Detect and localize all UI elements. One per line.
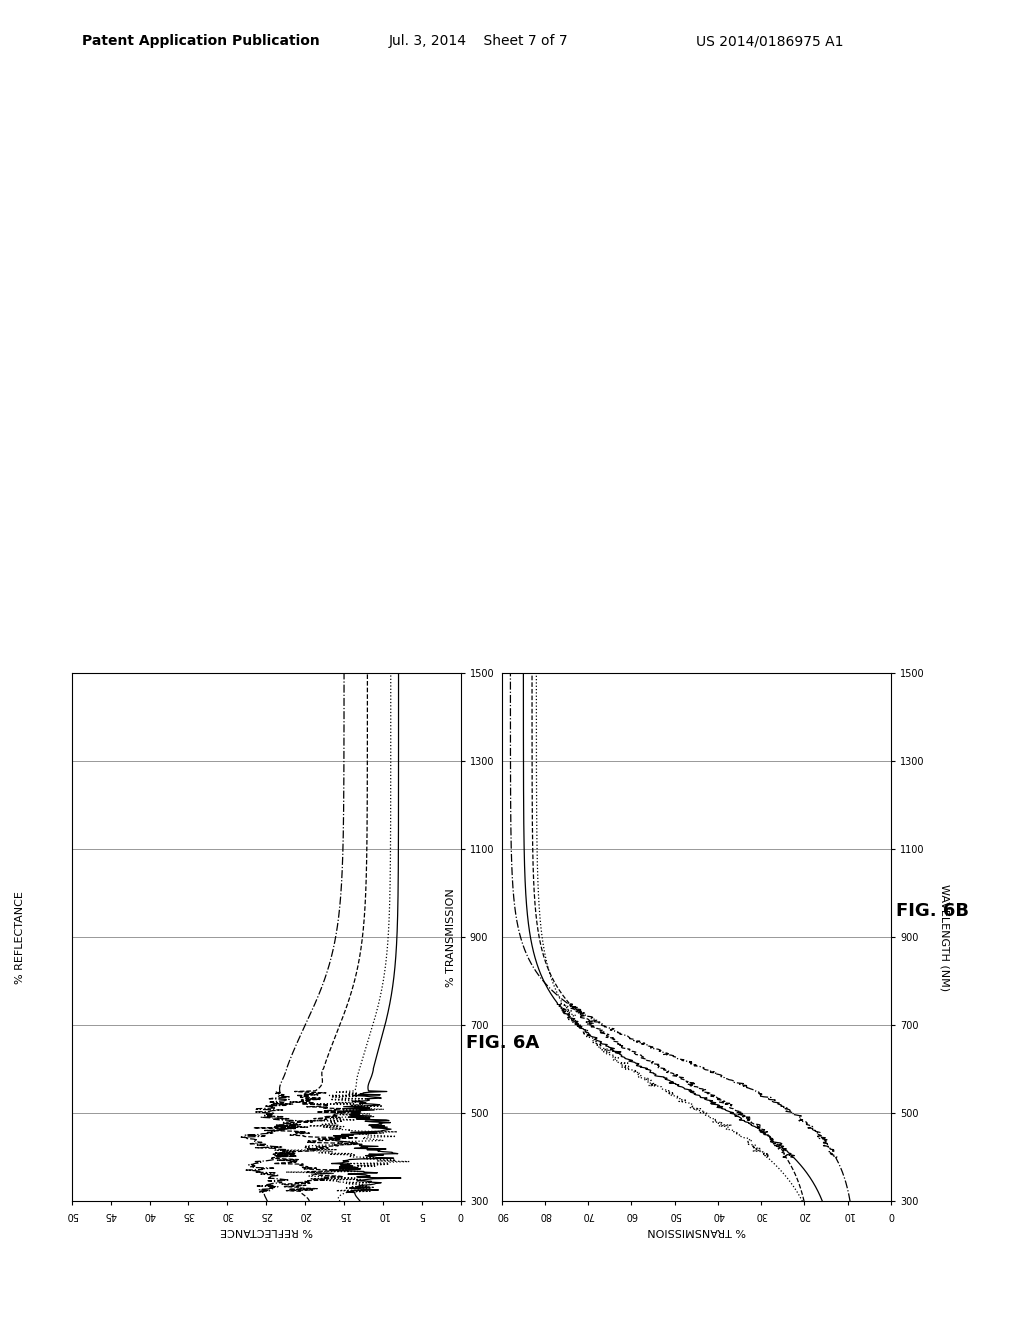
Text: Jul. 3, 2014    Sheet 7 of 7: Jul. 3, 2014 Sheet 7 of 7 <box>389 34 568 49</box>
X-axis label: % REFLECTANCE: % REFLECTANCE <box>220 1226 312 1236</box>
Y-axis label: WAVELENGTH (NM): WAVELENGTH (NM) <box>510 883 519 991</box>
X-axis label: % TRANSMISSION: % TRANSMISSION <box>647 1226 745 1236</box>
Text: % TRANSMISSION: % TRANSMISSION <box>445 888 456 986</box>
Text: % REFLECTANCE: % REFLECTANCE <box>15 891 26 983</box>
Text: FIG. 6B: FIG. 6B <box>896 902 969 920</box>
Text: FIG. 6A: FIG. 6A <box>466 1034 540 1052</box>
Text: US 2014/0186975 A1: US 2014/0186975 A1 <box>696 34 844 49</box>
Text: Patent Application Publication: Patent Application Publication <box>82 34 319 49</box>
Y-axis label: WAVELENGTH (NM): WAVELENGTH (NM) <box>940 883 949 991</box>
